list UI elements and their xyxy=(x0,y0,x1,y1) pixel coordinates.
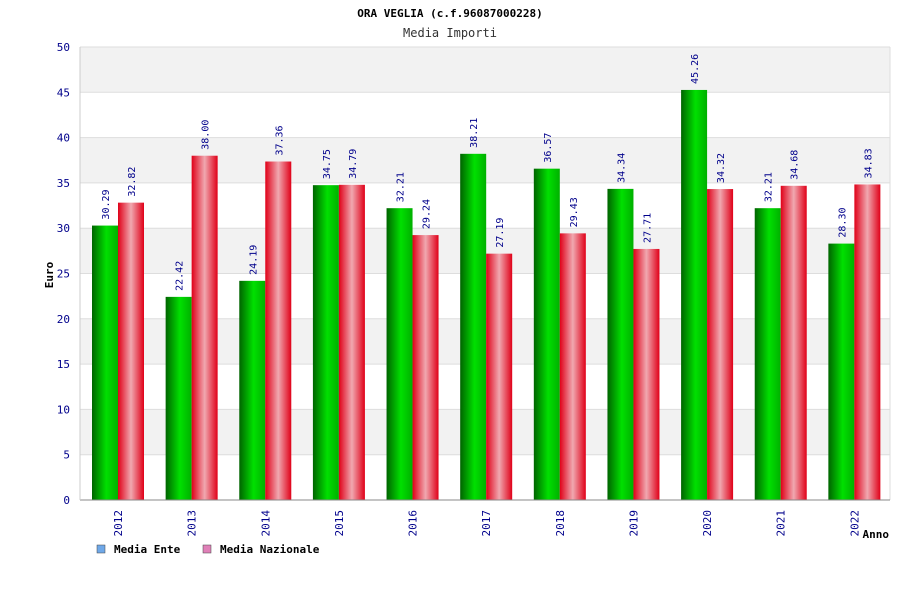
bar-media-ente-2012 xyxy=(92,225,118,500)
bar-media-ente-2017 xyxy=(460,153,487,501)
legend-label-media-ente: Media Ente xyxy=(114,543,181,556)
bar-value-label: 38.00 xyxy=(201,120,212,150)
bar-value-label: 34.79 xyxy=(348,149,359,179)
y-tick-label: 0 xyxy=(63,494,70,507)
x-axis-label: Anno xyxy=(863,528,890,541)
bar-value-label: 34.34 xyxy=(616,153,627,183)
bar-media-nazionale-2015 xyxy=(338,184,365,500)
bar-value-label: 22.42 xyxy=(175,261,186,291)
bar-value-label: 37.36 xyxy=(274,125,285,155)
bar-media-nazionale-2016 xyxy=(412,235,439,500)
bar-value-label: 34.32 xyxy=(716,153,727,183)
y-tick-label: 30 xyxy=(57,222,70,235)
bar-media-ente-2014 xyxy=(239,280,266,500)
bar-value-label: 34.68 xyxy=(790,150,801,180)
bar-media-ente-2019 xyxy=(607,188,634,501)
x-tick-label: 2020 xyxy=(701,510,714,537)
bar-media-ente-2020 xyxy=(681,89,708,500)
bar-media-ente-2013 xyxy=(165,296,192,500)
bar-media-nazionale-2021 xyxy=(780,185,807,500)
x-tick-label: 2015 xyxy=(333,510,346,537)
legend: Media Ente Media Nazionale xyxy=(96,543,320,556)
bar-media-nazionale-2012 xyxy=(118,202,144,500)
bar-media-nazionale-2014 xyxy=(265,161,292,500)
chart-title: ORA VEGLIA (c.f.96087000228) xyxy=(357,7,542,20)
bar-value-label: 32.21 xyxy=(764,172,775,202)
bar-value-label: 36.57 xyxy=(543,133,554,163)
bar-media-ente-2015 xyxy=(312,185,339,501)
bar-value-labels: 30.29 32.82 22.42 38.00 24.19 37.36 34.75 34.79… xyxy=(101,54,874,291)
x-tick-label: 2022 xyxy=(848,510,861,537)
bar-value-label: 28.30 xyxy=(837,207,848,237)
y-axis-ticks: 0 5 10 15 20 25 30 35 40 45 50 xyxy=(57,41,70,507)
x-tick-label: 2019 xyxy=(627,510,640,537)
bar-value-label: 38.21 xyxy=(469,118,480,148)
x-axis-ticks: 2012 2013 2014 2015 2016 2017 2018 2019 2020 2021… xyxy=(112,510,861,537)
y-tick-label: 10 xyxy=(57,403,70,416)
bar-value-label: 24.19 xyxy=(248,245,259,275)
y-axis-label: Euro xyxy=(43,261,56,288)
bar-media-ente-2016 xyxy=(386,208,413,500)
x-tick-label: 2012 xyxy=(112,510,125,537)
bar-value-label: 34.75 xyxy=(322,149,333,179)
y-tick-label: 15 xyxy=(57,358,70,371)
legend-label-media-nazionale: Media Nazionale xyxy=(220,543,320,556)
x-tick-label: 2021 xyxy=(775,510,788,537)
bar-media-nazionale-2019 xyxy=(633,248,660,500)
y-tick-label: 25 xyxy=(57,268,70,281)
bar-value-label: 30.29 xyxy=(101,189,112,219)
bar-value-label: 32.21 xyxy=(396,172,407,202)
legend-swatch-media-nazionale xyxy=(202,544,212,554)
bar-value-label: 34.83 xyxy=(863,148,874,178)
bar-media-ente-2022 xyxy=(828,243,855,501)
y-tick-label: 5 xyxy=(63,449,70,462)
bar-value-label: 32.82 xyxy=(127,167,138,197)
x-tick-label: 2013 xyxy=(186,510,199,537)
bar-media-ente-2018 xyxy=(533,168,560,501)
bar-media-nazionale-2017 xyxy=(486,253,513,500)
y-tick-label: 40 xyxy=(57,132,70,145)
bar-media-nazionale-2013 xyxy=(191,155,218,500)
bar-value-label: 27.71 xyxy=(642,213,653,243)
y-tick-label: 20 xyxy=(57,313,70,326)
chart-subtitle: Media Importi xyxy=(403,26,497,40)
bar-value-label: 29.43 xyxy=(569,197,580,227)
x-tick-label: 2014 xyxy=(259,510,272,537)
bar-media-ente-2021 xyxy=(754,208,781,500)
bar-value-label: 29.24 xyxy=(422,199,433,229)
x-tick-label: 2017 xyxy=(480,510,493,537)
bar-value-label: 27.19 xyxy=(495,218,506,248)
grid-band xyxy=(80,47,890,93)
y-tick-label: 35 xyxy=(57,177,70,190)
x-tick-label: 2018 xyxy=(554,510,567,537)
x-tick-label: 2016 xyxy=(407,510,420,537)
bars xyxy=(92,89,881,501)
bar-media-nazionale-2020 xyxy=(707,189,734,501)
bar-media-nazionale-2018 xyxy=(559,233,586,500)
y-tick-label: 45 xyxy=(57,86,70,99)
y-tick-label: 50 xyxy=(57,41,70,54)
legend-swatch-media-ente xyxy=(96,544,106,554)
bar-value-label: 45.26 xyxy=(690,54,701,84)
bar-media-nazionale-2022 xyxy=(854,184,881,501)
